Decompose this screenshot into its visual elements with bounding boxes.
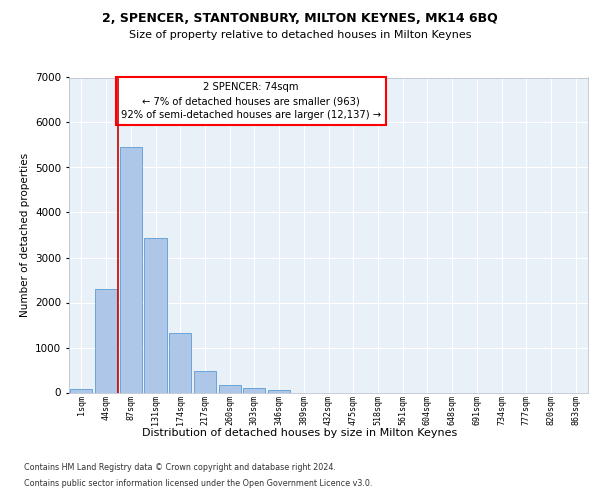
- Bar: [119, 147, 142, 392]
- Text: Contains public sector information licensed under the Open Government Licence v3: Contains public sector information licen…: [24, 478, 373, 488]
- Bar: [268, 390, 290, 392]
- Bar: [95, 290, 117, 393]
- Bar: [243, 388, 265, 392]
- Bar: [218, 386, 241, 392]
- Text: Contains HM Land Registry data © Crown copyright and database right 2024.: Contains HM Land Registry data © Crown c…: [24, 464, 336, 472]
- Text: 2 SPENCER: 74sqm
← 7% of detached houses are smaller (963)
92% of semi-detached : 2 SPENCER: 74sqm ← 7% of detached houses…: [121, 82, 381, 120]
- Bar: [194, 372, 216, 392]
- Bar: [145, 238, 167, 392]
- Bar: [70, 389, 92, 392]
- Text: Distribution of detached houses by size in Milton Keynes: Distribution of detached houses by size …: [142, 428, 458, 438]
- Y-axis label: Number of detached properties: Number of detached properties: [20, 153, 29, 317]
- Text: 2, SPENCER, STANTONBURY, MILTON KEYNES, MK14 6BQ: 2, SPENCER, STANTONBURY, MILTON KEYNES, …: [102, 12, 498, 26]
- Text: Size of property relative to detached houses in Milton Keynes: Size of property relative to detached ho…: [129, 30, 471, 40]
- Bar: [169, 333, 191, 392]
